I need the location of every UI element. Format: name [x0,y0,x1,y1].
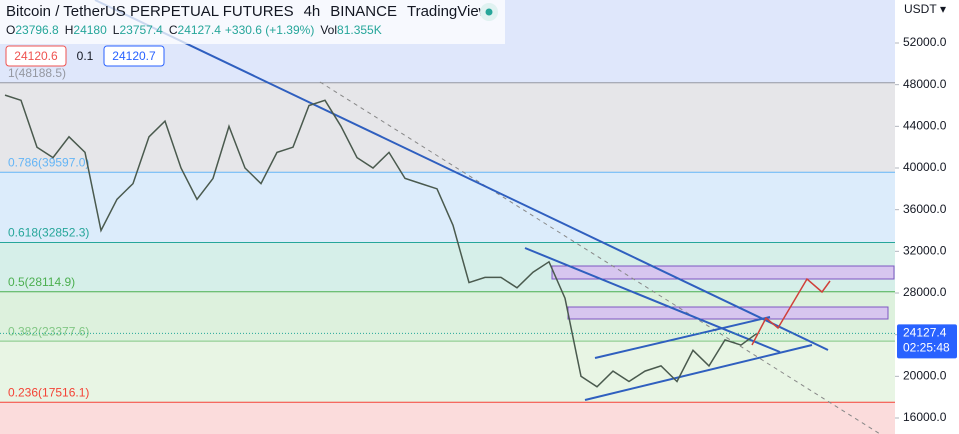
sell-button[interactable] [5,45,67,67]
level-label: 0.786(39597.0) [8,155,89,169]
currency: USDT [904,2,937,16]
level-band [0,172,895,243]
ohlc-value: 23757.4 [119,23,163,37]
dashed-trendline [319,81,881,434]
y-tick-label: 32000.0 [903,244,947,258]
buy-price[interactable]: 24120.7 [112,49,156,63]
ohlc-label: C [169,23,178,37]
header: Bitcoin / TetherUS PERPETUAL FUTURES 4h BI… [6,3,490,20]
level-band [0,341,895,403]
channel-line [594,316,771,359]
status-dot [485,8,493,16]
ohlc: O23796.8 H24180 L23757.4 C24127.4 +330.6 (+1… [6,23,382,37]
level-band [0,82,895,173]
volume-value: 81.355K [337,23,382,37]
price-line [4,94,758,388]
countdown: 02:25:48 [903,341,950,355]
ohlc-label: H [65,23,74,37]
y-tick-label: 36000.0 [903,202,947,216]
y-tick-label: 40000.0 [903,160,947,174]
ohlc-value: 23796.8 [15,23,59,37]
level-label: 0.382(23377.6) [8,324,89,338]
y-tick-label: 48000.0 [903,77,947,91]
change: +330.6 (+1.39%) [225,23,314,37]
price-axis [895,0,959,434]
level-label: 0.618(32852.3) [8,226,89,240]
spread: 0.1 [77,49,94,63]
zone [567,306,889,320]
currency-dropdown[interactable]: ▾ [940,2,946,16]
volume-label: Vol [320,23,337,37]
last-price-label: 24127.4 [903,326,947,340]
projection [751,277,831,346]
buy-button[interactable] [103,45,165,67]
trendline [94,0,829,351]
sell-price[interactable]: 24120.6 [14,49,58,63]
ohlc-label: O [6,23,15,37]
y-tick-label: 16000.0 [903,410,947,424]
ohlc-value: 24127.4 [178,23,222,37]
header-bg [0,0,505,44]
ohlc-label: L [113,23,120,37]
y-tick-label: 52000.0 [903,35,947,49]
channel-line [584,344,813,401]
ohlc-value: 24180 [73,23,107,37]
trendline [524,247,781,353]
level-label: 0.5(28114.9) [8,275,75,289]
level-label: 1(48188.5) [8,66,66,80]
y-tick-label: 28000.0 [903,285,947,299]
zone [551,265,895,280]
level-band [0,402,895,434]
level-label: 0.236(17516.1) [8,385,89,399]
drawings [94,0,895,434]
y-tick-label: 20000.0 [903,369,947,383]
last-price-box [897,324,957,359]
y-tick-label: 44000.0 [903,119,947,133]
